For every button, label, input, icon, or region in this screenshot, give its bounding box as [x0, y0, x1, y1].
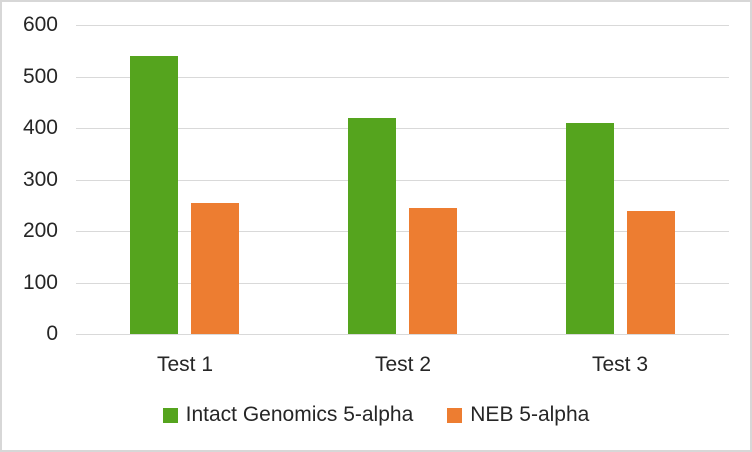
bar-neb-5-alpha-test-1	[191, 203, 239, 334]
y-axis-tick-label: 500	[22, 65, 58, 88]
bar-intact-genomics-5-alpha-test-2	[348, 118, 396, 334]
x-axis-line	[76, 334, 729, 335]
legend: Intact Genomics 5-alpha NEB 5-alpha	[0, 403, 752, 427]
x-axis-category-label: Test 1	[156, 353, 214, 376]
gridline	[76, 283, 729, 284]
x-axis-category-label: Test 3	[591, 353, 649, 376]
gridline	[76, 180, 729, 181]
y-axis-tick-label: 600	[22, 13, 58, 36]
x-axis-category-label: Test 2	[374, 353, 432, 376]
bar-neb-5-alpha-test-2	[409, 208, 457, 334]
gridline	[76, 128, 729, 129]
legend-item-neb: NEB 5-alpha	[447, 403, 589, 427]
legend-label: Intact Genomics 5-alpha	[185, 403, 414, 426]
y-axis-tick-label: 0	[46, 322, 58, 345]
y-axis-tick-label: 300	[22, 168, 58, 191]
bar-intact-genomics-5-alpha-test-3	[566, 123, 614, 334]
legend-swatch-orange	[447, 407, 463, 423]
bar-intact-genomics-5-alpha-test-1	[130, 56, 178, 334]
gridline	[76, 25, 729, 26]
bar-neb-5-alpha-test-3	[627, 211, 675, 334]
y-axis-tick-label: 100	[22, 271, 58, 294]
y-axis-tick-label: 200	[22, 219, 58, 242]
gridline	[76, 231, 729, 232]
legend-label: NEB 5-alpha	[470, 403, 590, 426]
legend-swatch-green	[162, 407, 178, 423]
y-axis-tick-label: 400	[22, 116, 58, 139]
gridline	[76, 77, 729, 78]
legend-item-intact-genomics: Intact Genomics 5-alpha	[162, 403, 414, 427]
